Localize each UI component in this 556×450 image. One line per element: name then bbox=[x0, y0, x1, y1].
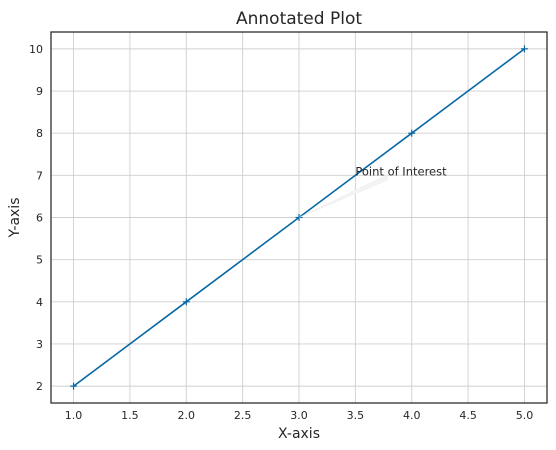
x-tick-label: 4.0 bbox=[403, 409, 421, 422]
y-tick-label: 7 bbox=[36, 169, 43, 182]
chart-title: Annotated Plot bbox=[236, 9, 362, 29]
annotation-text: Point of Interest bbox=[355, 164, 447, 178]
y-tick-label: 10 bbox=[29, 43, 43, 56]
y-tick-label: 5 bbox=[36, 254, 43, 267]
x-tick-label: 1.5 bbox=[121, 409, 139, 422]
x-tick-label: 4.5 bbox=[459, 409, 477, 422]
y-tick-label: 2 bbox=[36, 380, 43, 393]
x-tick-label: 2.5 bbox=[234, 409, 252, 422]
annotation: Point of Interest bbox=[298, 164, 447, 218]
data-point-marker bbox=[182, 298, 190, 306]
y-tick-label: 4 bbox=[36, 296, 43, 309]
y-tick-label: 8 bbox=[36, 127, 43, 140]
x-tick-label: 5.0 bbox=[516, 409, 534, 422]
annotation-arrow bbox=[298, 174, 388, 218]
y-tick-label: 3 bbox=[36, 338, 43, 351]
y-axis-label: Y-axis bbox=[7, 198, 23, 239]
data-point-marker bbox=[70, 382, 78, 390]
data-point-marker bbox=[520, 45, 528, 53]
x-tick-label: 2.0 bbox=[178, 409, 196, 422]
x-axis-label: X-axis bbox=[278, 426, 320, 442]
y-tick-label: 9 bbox=[36, 85, 43, 98]
annotation-layer: Point of Interest bbox=[298, 164, 447, 218]
x-tick-label: 3.5 bbox=[347, 409, 365, 422]
plot-frame bbox=[50, 31, 548, 404]
x-tick-label: 1.0 bbox=[65, 409, 83, 422]
tick-labels: 1.0 1.5 2.0 2.5 3.0 3.5 4.0 4.5 5.0 2 3 4 5 6 7 8 9 10 bbox=[29, 43, 533, 422]
y-tick-label: 6 bbox=[36, 212, 43, 225]
x-tick-label: 3.0 bbox=[290, 409, 308, 422]
data-point-marker bbox=[408, 129, 416, 137]
